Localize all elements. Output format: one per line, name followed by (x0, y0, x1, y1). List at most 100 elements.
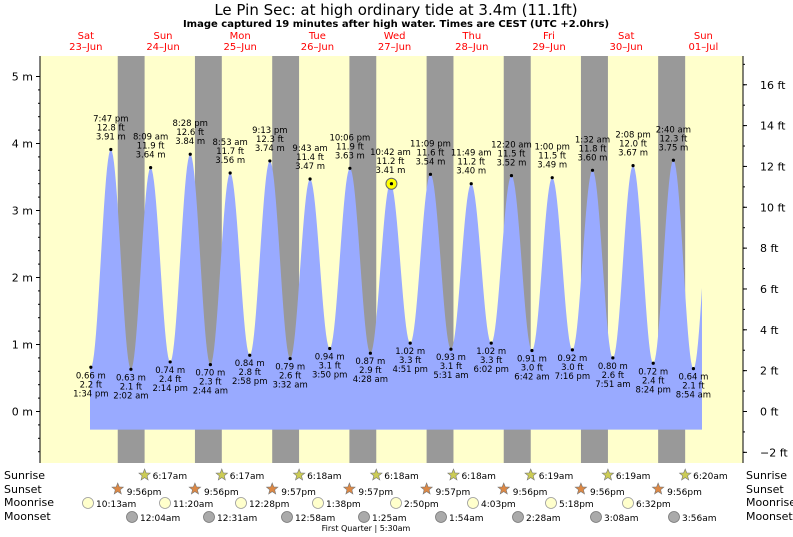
moonrise-time: 4:03pm (481, 500, 516, 510)
day-name-label: Thu (461, 31, 481, 42)
high-tide-text: 11:49 am (451, 149, 492, 159)
low-tide-text: 2.2 ft (80, 380, 103, 390)
y-tick-label-right: 10 ft (760, 201, 786, 214)
day-date-label: 23–Jun (69, 42, 102, 53)
high-tide-text: 3.67 m (618, 149, 648, 159)
sunset-icon (342, 482, 356, 495)
high-tide-point (268, 159, 272, 163)
sunset-time: 9:56pm (667, 488, 702, 498)
high-tide-text: 11.5 ft (498, 150, 526, 160)
low-tide-label: 1.02 m3.3 ft6:02 pm (473, 347, 508, 375)
day-date-label: 29–Jun (532, 42, 565, 53)
high-tide-text: 7:47 pm (93, 115, 128, 125)
low-tide-label: 0.72 m2.4 ft8:24 pm (635, 367, 670, 395)
low-tide-text: 2.1 ft (120, 382, 143, 392)
y-tick-label-left: 1 m (12, 339, 33, 352)
sunrise-time: 6:18am (384, 472, 419, 482)
sunset-icon (265, 482, 279, 495)
high-tide-point (188, 152, 192, 156)
high-tide-text: 11.5 ft (538, 152, 566, 162)
low-tide-point (489, 341, 493, 345)
low-tide-label: 0.64 m2.1 ft8:54 am (676, 373, 711, 401)
low-tide-label: 0.92 m3.0 ft7:16 pm (555, 354, 590, 382)
low-tide-point (89, 365, 93, 369)
high-tide-text: 8:28 pm (173, 119, 208, 129)
high-tide-text: 11.2 ft (457, 158, 485, 168)
y-tick-label-right: 8 ft (760, 242, 779, 255)
low-tide-text: 8:24 pm (635, 385, 670, 395)
day-date-label: 24–Jun (146, 42, 179, 53)
low-tide-label: 0.74 m2.4 ft2:14 pm (152, 366, 187, 394)
low-tide-text: 4:28 am (353, 375, 388, 385)
y-tick-label-right: −2 ft (760, 446, 788, 459)
low-tide-text: 3:50 pm (312, 371, 347, 381)
moonrise-time: 1:38pm (326, 500, 361, 510)
low-tide-text: 0.93 m (436, 353, 466, 363)
low-tide-text: 6:42 am (514, 373, 549, 383)
high-tide-text: 3.74 m (255, 144, 285, 154)
sunset-icon (111, 482, 125, 495)
high-tide-point (590, 168, 595, 172)
high-tide-text: 11:09 pm (410, 139, 451, 149)
low-tide-text: 0.84 m (235, 359, 265, 369)
low-tide-point (129, 367, 133, 371)
high-tide-text: 12:20 am (491, 141, 532, 151)
high-tide-point (149, 166, 153, 170)
high-tide-text: 8:53 am (213, 138, 248, 148)
sunset-row-label-left: Sunset (4, 483, 42, 496)
low-tide-label: 0.79 m2.6 ft3:32 am (273, 363, 308, 391)
y-tick-label-right: 12 ft (760, 160, 786, 173)
low-tide-text: 2.6 ft (279, 372, 302, 382)
sunrise-icon (138, 468, 152, 481)
low-tide-text: 0.80 m (598, 362, 628, 372)
low-tide-point (691, 367, 696, 371)
high-tide-text: 12.3 ft (256, 135, 284, 145)
high-tide-point (550, 176, 554, 180)
high-tide-text: 3.64 m (136, 151, 166, 161)
y-tick-label-left: 0 m (12, 406, 33, 419)
low-tide-text: 2:14 pm (152, 384, 187, 394)
day-name-label: Sat (78, 31, 94, 42)
low-tide-text: 0.87 m (355, 357, 385, 367)
sunset-icon (497, 482, 511, 495)
moonset-time: 2:28am (526, 514, 561, 524)
moonset-icon (668, 511, 680, 523)
high-tide-text: 12.3 ft (659, 134, 687, 144)
moonset-time: 1:54am (449, 514, 484, 524)
low-tide-text: 3.0 ft (561, 363, 584, 373)
moonset-icon (358, 511, 370, 523)
day-name-label: Wed (384, 31, 406, 42)
sunrise-time: 6:18am (461, 472, 496, 482)
y-tick-label-right: 2 ft (760, 365, 779, 378)
moonrise-time: 12:28pm (249, 500, 289, 510)
day-name-label: Sun (153, 31, 172, 42)
high-tide-text: 3.75 m (658, 143, 688, 153)
chart-subtitle: Image captured 19 minutes after high wat… (183, 19, 609, 30)
sunrise-time: 6:18am (307, 472, 342, 482)
sunrise-icon (292, 468, 306, 481)
sunrise-time: 6:17am (153, 472, 188, 482)
day-date-label: 27–Jun (378, 42, 411, 53)
sunset-icon (420, 482, 434, 495)
low-tide-label: 0.93 m3.1 ft5:31 am (433, 353, 468, 381)
moonrise-time: 11:20am (173, 500, 213, 510)
low-tide-text: 3.1 ft (440, 362, 463, 372)
high-tide-text: 11.7 ft (216, 147, 244, 157)
high-tide-text: 2:40 am (656, 125, 691, 135)
y-tick-label-right: 14 ft (760, 120, 786, 133)
low-tide-point (328, 346, 332, 351)
high-tide-point (428, 172, 433, 176)
y-tick-label-left: 4 m (12, 138, 33, 151)
moonrise-icon (545, 497, 557, 509)
moonrise-row-label-left: Moonrise (4, 496, 54, 509)
low-tide-text: 2:44 am (193, 387, 228, 397)
low-tide-text: 0.66 m (76, 371, 106, 381)
